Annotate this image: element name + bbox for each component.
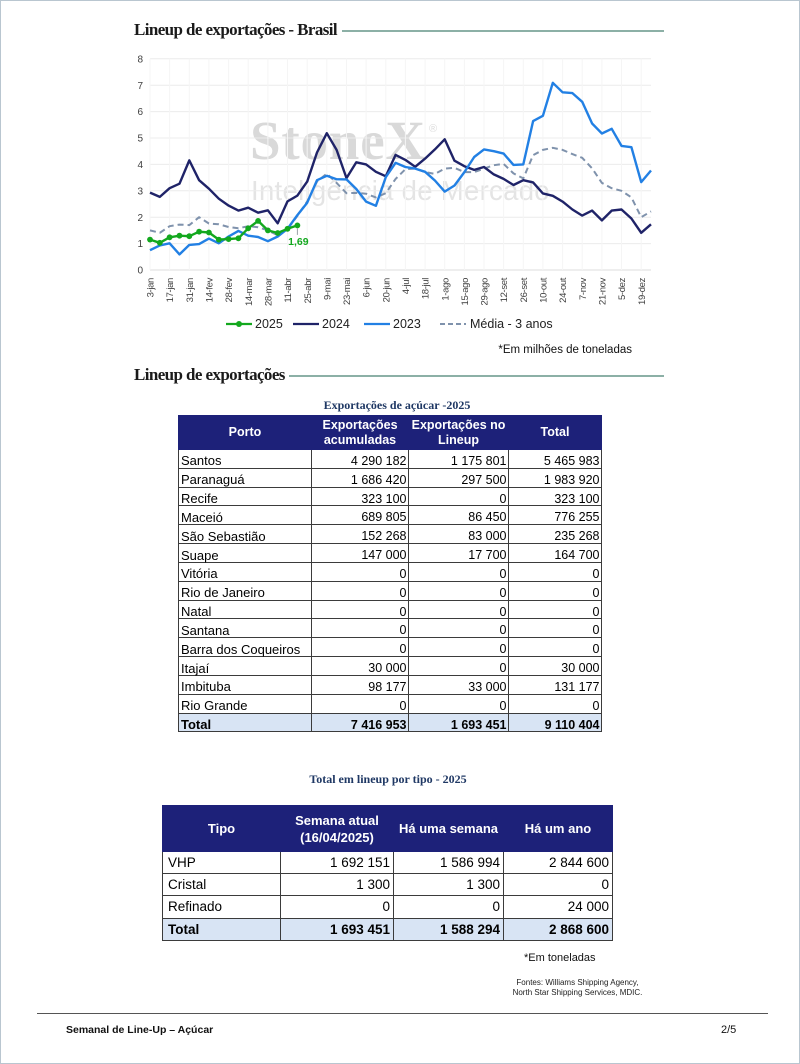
svg-text:29-ago: 29-ago bbox=[480, 278, 491, 306]
svg-text:12-set: 12-set bbox=[499, 277, 510, 302]
svg-text:StoneX: StoneX bbox=[250, 110, 426, 171]
svg-text:Média - 3 anos: Média - 3 anos bbox=[470, 317, 553, 331]
svg-text:24-out: 24-out bbox=[558, 277, 569, 303]
svg-text:2024: 2024 bbox=[322, 317, 350, 331]
svg-text:*Em milhões de toneladas: *Em milhões de toneladas bbox=[498, 344, 632, 356]
svg-text:6: 6 bbox=[137, 107, 143, 118]
svg-text:3: 3 bbox=[137, 186, 143, 197]
svg-text:1: 1 bbox=[137, 239, 143, 250]
svg-text:19-dez: 19-dez bbox=[637, 277, 648, 305]
svg-text:0: 0 bbox=[137, 266, 143, 277]
svg-text:15-ago: 15-ago bbox=[460, 278, 471, 306]
svg-text:20-jun: 20-jun bbox=[381, 278, 392, 302]
svg-text:28-fev: 28-fev bbox=[224, 277, 235, 302]
svg-text:26-set: 26-set bbox=[519, 277, 530, 302]
svg-text:21-nov: 21-nov bbox=[598, 277, 609, 305]
svg-text:1-ago: 1-ago bbox=[440, 278, 451, 301]
svg-text:5-dez: 5-dez bbox=[617, 277, 628, 300]
svg-text:2: 2 bbox=[137, 213, 143, 224]
svg-text:31-jan: 31-jan bbox=[185, 278, 196, 302]
svg-text:4: 4 bbox=[137, 160, 143, 171]
svg-text:11-abr: 11-abr bbox=[283, 278, 294, 303]
svg-text:2023: 2023 bbox=[393, 317, 421, 331]
svg-text:®: ® bbox=[429, 123, 437, 135]
svg-text:7: 7 bbox=[137, 81, 143, 92]
svg-text:18-jul: 18-jul bbox=[421, 278, 432, 299]
svg-text:8: 8 bbox=[137, 54, 143, 65]
svg-text:7-nov: 7-nov bbox=[578, 277, 589, 300]
svg-text:6-jun: 6-jun bbox=[362, 278, 373, 297]
svg-text:5: 5 bbox=[137, 134, 143, 145]
svg-text:14-mar: 14-mar bbox=[244, 278, 255, 306]
svg-text:25-abr: 25-abr bbox=[303, 278, 314, 304]
svg-text:4-jul: 4-jul bbox=[401, 278, 412, 294]
svg-text:23-mai: 23-mai bbox=[342, 278, 353, 305]
svg-text:3-jan: 3-jan bbox=[146, 278, 157, 297]
svg-text:2025: 2025 bbox=[255, 317, 283, 331]
svg-text:17-jan: 17-jan bbox=[165, 278, 176, 302]
svg-text:28-mar: 28-mar bbox=[264, 278, 275, 306]
svg-text:14-fev: 14-fev bbox=[205, 277, 216, 302]
svg-text:1,69: 1,69 bbox=[288, 236, 309, 248]
svg-text:10-out: 10-out bbox=[539, 277, 550, 303]
svg-text:9-mai: 9-mai bbox=[322, 278, 333, 300]
